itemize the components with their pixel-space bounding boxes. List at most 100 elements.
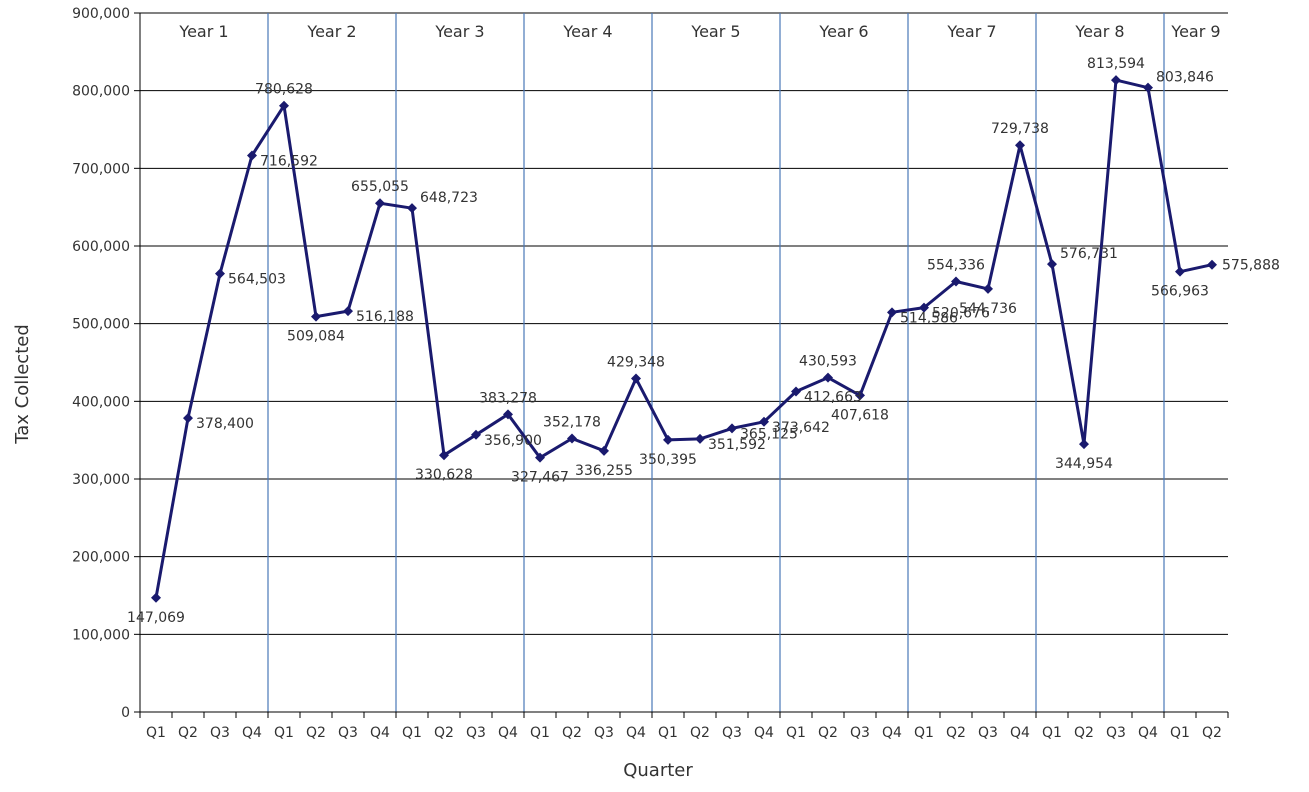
x-tick-label: Q4 [754,725,774,741]
y-tick-label: 200,000 [72,550,130,566]
y-tick-label: 100,000 [72,627,130,643]
series-line [154,78,1213,599]
data-label: 554,336 [927,257,985,273]
x-tick-label: Q2 [1074,725,1094,741]
y-axis-title: Tax Collected [12,324,33,445]
year-label: Year 6 [818,22,868,41]
x-tick-label: Q2 [178,725,198,741]
data-label: 520,676 [932,306,990,322]
data-label: 716,592 [260,153,318,169]
data-label: 576,731 [1060,246,1118,262]
data-label: 412,663 [804,389,862,405]
data-point [1143,82,1153,93]
y-tick-label: 800,000 [72,84,130,100]
year-label: Year 1 [178,22,228,41]
x-tick-label: Q3 [722,725,742,741]
y-tick-label: 900,000 [72,6,130,22]
data-point [1047,259,1057,270]
data-point [631,373,641,384]
x-tick-label: Q2 [434,725,454,741]
data-label: 378,400 [196,416,254,432]
y-tick-labels: 0 100,000 200,000 300,000 400,000 500,000 600,… [72,6,130,721]
x-tick-label: Q3 [1106,725,1126,741]
x-tick-label: Q1 [1170,725,1190,741]
data-label: 575,888 [1222,258,1280,274]
year-label: Year 5 [690,22,740,41]
data-label: 509,084 [287,329,345,345]
data-labels: 147,069 378,400 564,503 716,592 780,628 509,0… [127,56,1280,626]
x-tick-label: Q4 [882,725,902,741]
x-tick-label: Q4 [370,725,390,741]
data-point [1207,259,1217,270]
data-label: 514,586 [900,310,958,326]
data-point [887,307,897,318]
data-label: 327,467 [511,470,569,486]
data-point [535,452,545,463]
x-tick-label: Q2 [818,725,838,741]
year-label: Year 9 [1170,22,1220,41]
data-point [663,434,673,445]
data-point [247,150,257,161]
data-point [695,433,705,444]
gridlines [134,12,1228,713]
data-label: 429,348 [607,355,665,371]
data-label: 516,188 [356,309,414,325]
data-point [919,302,929,313]
data-point [1175,266,1185,277]
data-point [439,450,449,461]
data-label: 544,736 [959,301,1017,317]
x-tick-label: Q4 [242,725,262,741]
x-tick-label: Q4 [1138,725,1158,741]
x-tick-label: Q4 [626,725,646,741]
data-label: 648,723 [420,190,478,206]
data-point [407,203,417,214]
x-tick-label: Q2 [690,725,710,741]
y-tick-label: 300,000 [72,472,130,488]
data-point [279,100,289,111]
data-label: 352,178 [543,414,601,430]
x-tick-label: Q1 [530,725,550,741]
data-point [727,423,737,434]
data-label: 566,963 [1151,284,1209,300]
x-axis-title: Quarter [623,760,693,781]
y-tick-label: 0 [121,705,130,721]
data-point [599,445,609,456]
year-label: Year 7 [946,22,996,41]
data-label: 780,628 [255,82,313,98]
x-tick-label: Q4 [498,725,518,741]
data-point [983,283,993,294]
x-tick-label: Q2 [562,725,582,741]
x-tick-label: Q4 [1010,725,1030,741]
x-tick-label: Q1 [914,725,934,741]
data-label: 350,395 [639,452,697,468]
data-point [759,416,769,427]
data-label: 803,846 [1156,70,1214,86]
data-point [567,433,577,444]
y-tick-label: 400,000 [72,394,130,410]
data-point [343,306,353,317]
y-tick-label: 700,000 [72,161,130,177]
x-tick-label: Q1 [274,725,294,741]
x-tick-label: Q3 [594,725,614,741]
y-tick-label: 500,000 [72,317,130,333]
series-tax-collected [151,75,1217,603]
data-label: 383,278 [479,390,537,406]
data-point [1015,140,1025,151]
data-label: 330,628 [415,467,473,483]
data-point [1079,439,1089,450]
year-label: Year 2 [306,22,356,41]
year-labels: Year 1 Year 2 Year 3 Year 4 Year 5 Year 6 Year… [178,22,1220,41]
x-tick-label: Q1 [786,725,806,741]
data-point [503,409,513,420]
year-label: Year 3 [434,22,484,41]
axes [139,13,1228,713]
x-tick-label: Q1 [1042,725,1062,741]
data-point [951,276,961,287]
data-point [151,592,161,603]
year-separators [267,13,1165,712]
data-point [855,390,865,401]
data-label: 430,593 [799,354,857,370]
data-label: 336,255 [575,463,633,479]
data-label: 147,069 [127,610,185,626]
